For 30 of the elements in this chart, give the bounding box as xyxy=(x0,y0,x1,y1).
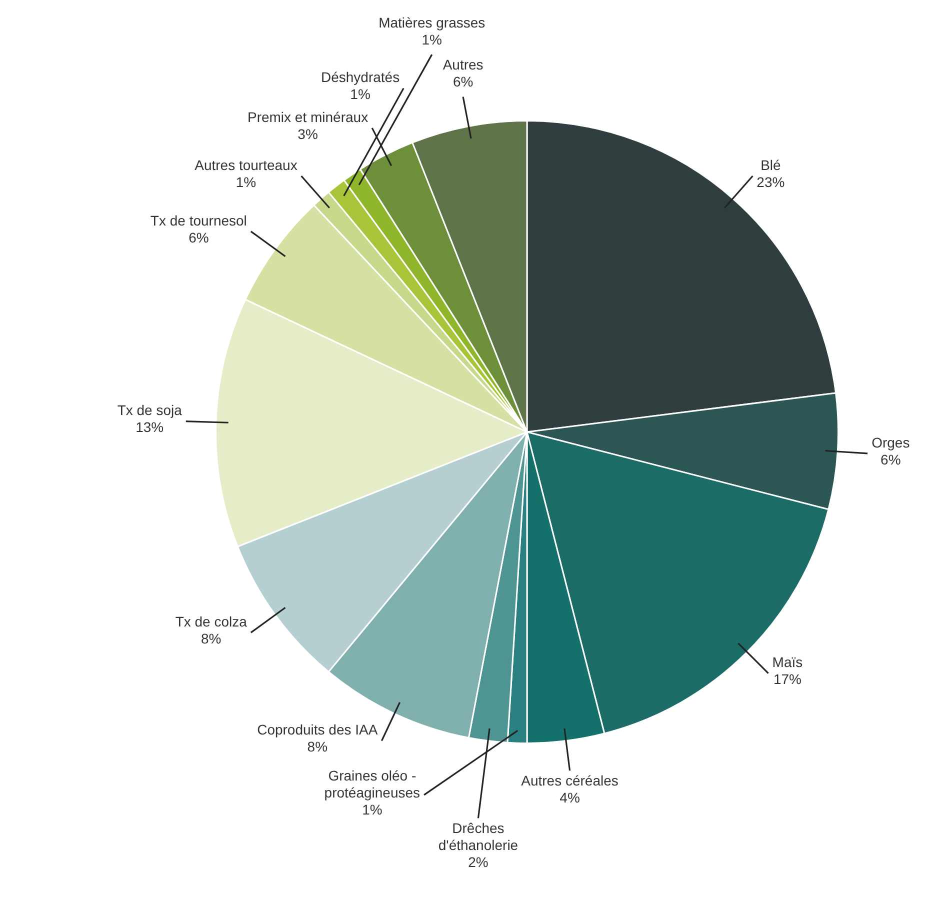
data-label: 23% xyxy=(756,174,785,190)
slice-label: Autres xyxy=(442,56,484,73)
slice-label: Coproduits des IAA xyxy=(257,722,378,738)
slice-label: Maïs xyxy=(772,654,803,670)
slice-label: Drêches d'éthanolerie xyxy=(438,820,518,854)
data-label: 8% xyxy=(307,738,328,755)
data-label: 3% xyxy=(298,126,318,142)
data-label: 1% xyxy=(362,801,382,818)
slice-label: Déshydratés xyxy=(320,69,400,86)
slice-label: Autres tourteaux xyxy=(194,156,298,173)
data-label: 13% xyxy=(136,419,164,436)
slice-label: Graines oléo - protéagineuses xyxy=(324,767,420,800)
slice-label: Tx de tournesol xyxy=(150,212,247,228)
data-label: 8% xyxy=(201,630,222,646)
data-label: 6% xyxy=(188,229,209,246)
slice-label: Autres céréales xyxy=(521,772,618,788)
slice-label: Matières grasses xyxy=(378,14,486,30)
data-label: 4% xyxy=(560,789,580,806)
slice-label: Blé xyxy=(760,156,782,173)
data-label: 1% xyxy=(422,31,442,48)
data-label: 1% xyxy=(236,174,256,190)
data-label: 1% xyxy=(350,86,370,102)
data-label: 17% xyxy=(773,671,802,688)
data-label: 6% xyxy=(880,451,901,468)
slice-label: Premix et minéraux xyxy=(247,108,368,125)
data-label: 6% xyxy=(452,74,474,90)
slice-label: Tx de colza xyxy=(175,613,248,630)
slice-label: Orges xyxy=(872,434,910,450)
data-label: 2% xyxy=(468,854,488,870)
slice-label: Tx de soja xyxy=(117,402,182,418)
